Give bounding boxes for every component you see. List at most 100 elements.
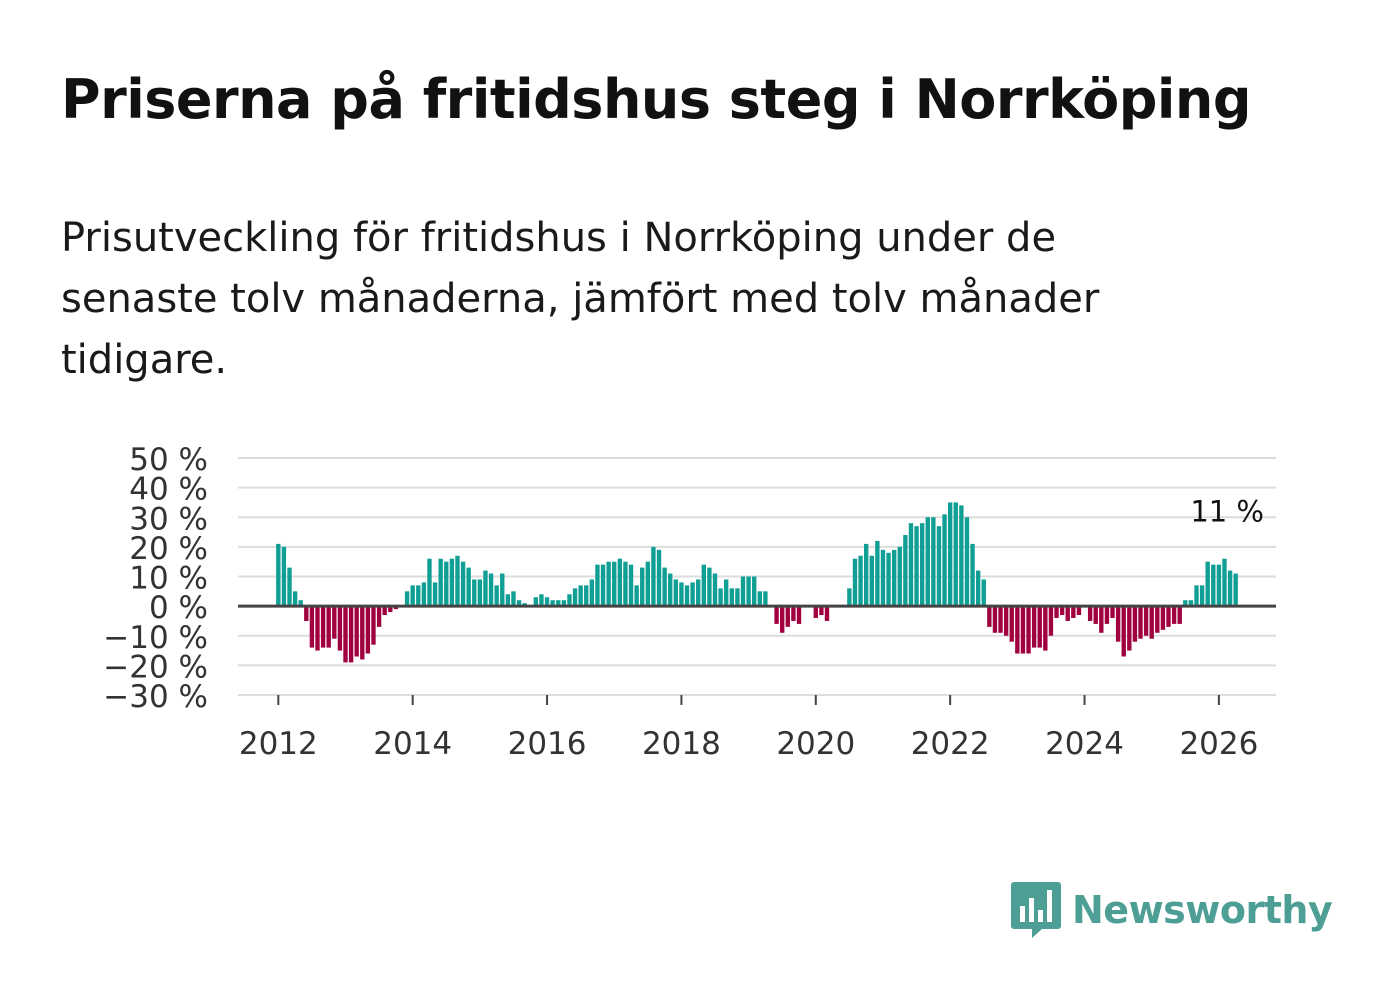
bar bbox=[343, 606, 348, 663]
bar bbox=[1020, 606, 1026, 654]
bar bbox=[320, 606, 326, 648]
bar bbox=[858, 555, 863, 607]
chart-title: Priserna på fritidshus steg i Norrköping bbox=[61, 68, 1252, 131]
bar bbox=[455, 555, 460, 607]
bar bbox=[309, 606, 315, 648]
bar bbox=[1143, 606, 1149, 636]
bar bbox=[287, 567, 292, 607]
bar bbox=[729, 588, 734, 607]
last-value-label: 11 % bbox=[1190, 495, 1264, 529]
bar bbox=[1155, 606, 1160, 633]
bar bbox=[354, 606, 359, 657]
bar bbox=[544, 597, 550, 607]
y-tick-label: 50 % bbox=[129, 442, 208, 478]
bar bbox=[1076, 606, 1082, 616]
bar bbox=[780, 606, 785, 633]
y-tick-label: −10 % bbox=[103, 620, 208, 656]
bar bbox=[376, 606, 382, 627]
bar bbox=[444, 561, 449, 607]
bar bbox=[1121, 606, 1126, 657]
bar bbox=[427, 558, 432, 607]
bar bbox=[819, 606, 824, 616]
bar bbox=[1031, 606, 1037, 648]
bar bbox=[578, 585, 583, 607]
bar bbox=[466, 567, 471, 607]
bar bbox=[953, 502, 958, 607]
bar bbox=[365, 606, 371, 654]
bar bbox=[998, 606, 1003, 633]
bar bbox=[584, 585, 589, 607]
y-tick-label: 20 % bbox=[129, 531, 208, 567]
x-tick-label: 2022 bbox=[911, 726, 990, 762]
bar bbox=[432, 582, 438, 607]
bar bbox=[472, 579, 477, 607]
x-tick-label: 2016 bbox=[508, 726, 587, 762]
bar bbox=[975, 570, 981, 607]
bar bbox=[735, 588, 740, 607]
newsworthy-logo: Newsworthy bbox=[1010, 878, 1333, 942]
bar bbox=[813, 606, 818, 618]
y-tick-label: −20 % bbox=[103, 649, 208, 685]
bar bbox=[740, 576, 746, 607]
bar-series bbox=[276, 502, 1238, 663]
bar bbox=[724, 579, 729, 607]
bar bbox=[304, 606, 309, 621]
bar bbox=[886, 552, 891, 607]
bar bbox=[1003, 606, 1009, 636]
bar bbox=[746, 576, 751, 607]
bar bbox=[634, 585, 639, 607]
bar bbox=[494, 585, 499, 607]
bar bbox=[572, 588, 578, 607]
bar bbox=[1171, 606, 1177, 624]
bar bbox=[1071, 606, 1076, 618]
bar bbox=[791, 606, 796, 621]
bar bbox=[276, 543, 281, 607]
y-tick-label: 10 % bbox=[129, 561, 208, 597]
bar bbox=[612, 561, 617, 607]
bar bbox=[981, 579, 986, 607]
bar bbox=[404, 591, 410, 607]
bar bbox=[1087, 606, 1093, 621]
y-tick-label: 40 % bbox=[129, 472, 208, 508]
x-tick-label: 2018 bbox=[642, 726, 721, 762]
grid-lines bbox=[238, 457, 1276, 696]
bar bbox=[696, 579, 701, 607]
bar bbox=[684, 585, 690, 607]
bar bbox=[292, 591, 298, 607]
bar bbox=[1104, 606, 1110, 624]
bar bbox=[964, 517, 970, 607]
newsworthy-logo-text: Newsworthy bbox=[1072, 888, 1333, 932]
bar bbox=[1205, 561, 1210, 607]
newsworthy-logo-icon bbox=[1011, 882, 1061, 938]
bar bbox=[908, 523, 914, 607]
bar bbox=[1009, 606, 1014, 642]
bar bbox=[1115, 606, 1121, 642]
bar bbox=[477, 579, 483, 607]
bar bbox=[970, 543, 975, 607]
y-tick-label: −30 % bbox=[103, 679, 208, 715]
bar bbox=[903, 535, 908, 607]
bar bbox=[947, 502, 953, 607]
bar bbox=[757, 591, 762, 607]
x-tick-label: 2014 bbox=[373, 726, 452, 762]
bar bbox=[337, 606, 343, 651]
bar bbox=[628, 564, 634, 607]
bar bbox=[869, 555, 874, 607]
bar bbox=[707, 567, 712, 607]
bar bbox=[449, 558, 455, 607]
y-tick-label: 30 % bbox=[129, 501, 208, 537]
bar bbox=[460, 561, 466, 607]
bar bbox=[690, 582, 695, 607]
bar bbox=[606, 561, 611, 607]
bar bbox=[640, 567, 645, 607]
bar bbox=[1127, 606, 1132, 651]
bar bbox=[645, 561, 651, 607]
bar bbox=[673, 579, 679, 607]
bar bbox=[281, 546, 287, 607]
bar bbox=[718, 588, 723, 607]
bar bbox=[617, 558, 623, 607]
bar bbox=[1132, 606, 1138, 642]
bar bbox=[567, 594, 572, 607]
bar bbox=[897, 546, 902, 607]
